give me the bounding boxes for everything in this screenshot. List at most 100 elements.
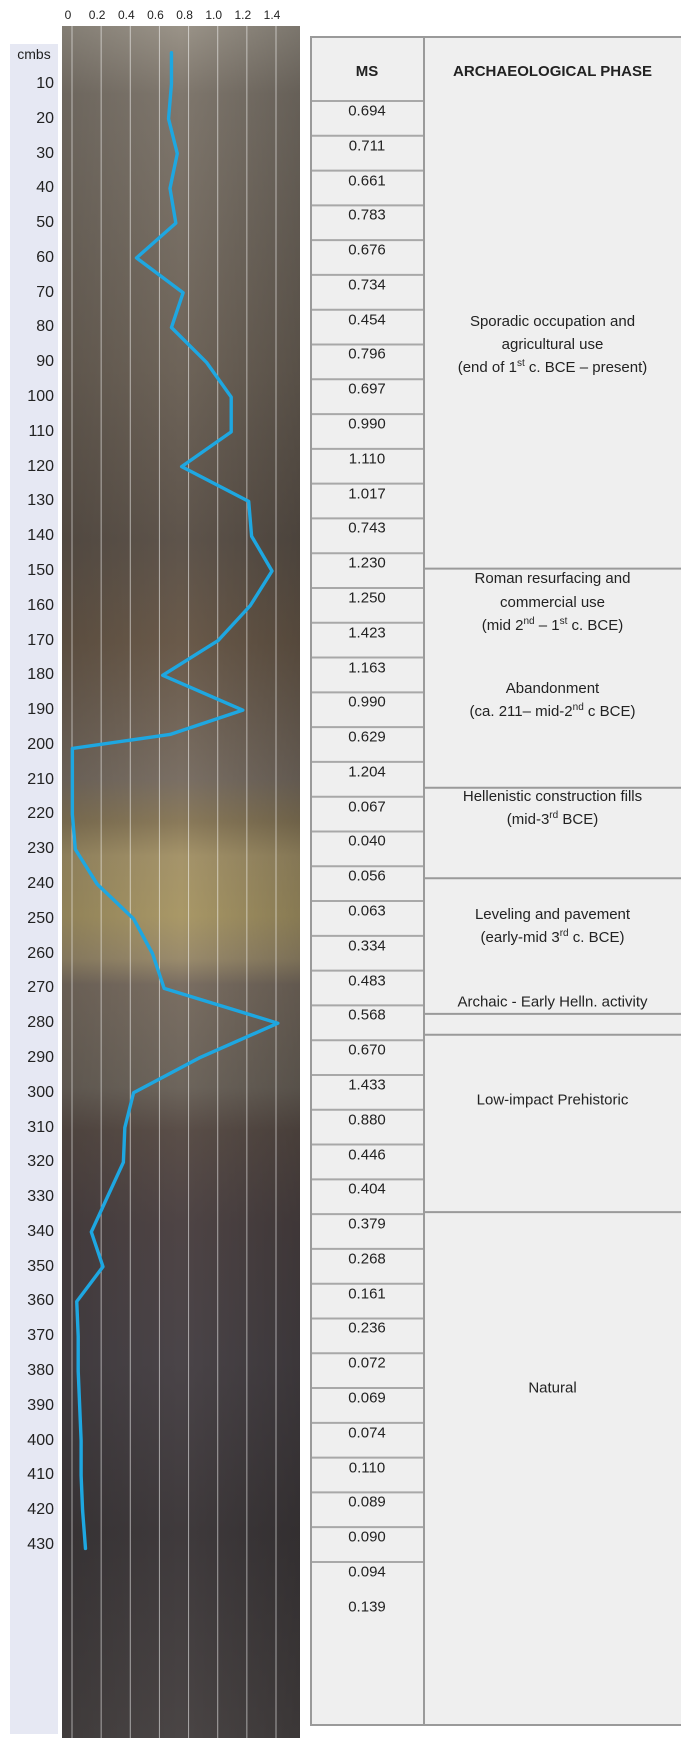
ms-value-cell: 1.017 xyxy=(348,485,386,503)
ms-value-cell: 0.629 xyxy=(348,728,386,746)
y-tick-label: 140 xyxy=(27,527,54,545)
y-tick-label: 20 xyxy=(36,109,54,127)
y-tick-label: 60 xyxy=(36,248,54,266)
x-tick-label: 0.2 xyxy=(88,8,106,22)
ms-row-lines xyxy=(310,100,424,1563)
ms-value-cell: 0.676 xyxy=(348,241,386,259)
x-tick-label: 1.2 xyxy=(234,8,252,22)
phase-label: Sporadic occupation and agricultural use(… xyxy=(457,313,648,377)
y-axis: 10 20 30 40 50 60 70 80 90 100 110 120 130 140 150 160 1… xyxy=(10,44,58,1734)
y-tick-label: 410 xyxy=(27,1466,54,1484)
y-tick-label: 240 xyxy=(27,875,54,893)
ms-value-cell: 0.404 xyxy=(348,1180,386,1198)
y-tick-label: 100 xyxy=(27,388,54,406)
y-tick-label: 130 xyxy=(27,492,54,510)
y-tick-label: 280 xyxy=(27,1014,54,1032)
y-tick-label: 150 xyxy=(27,561,54,579)
ms-value-cell: 0.110 xyxy=(348,1459,386,1477)
y-tick-label: 90 xyxy=(36,353,54,371)
y-tick-label: 190 xyxy=(27,701,54,719)
ms-value-cell: 0.379 xyxy=(348,1215,386,1233)
y-tick-label: 200 xyxy=(27,735,54,753)
ms-value-cell: 1.433 xyxy=(348,1076,386,1094)
y-tick-label: 30 xyxy=(36,144,54,162)
phase-column-header: ARCHAEOLOGICAL PHASE xyxy=(453,63,652,80)
ms-value-cell: 0.694 xyxy=(348,102,386,120)
ms-column-header: MS xyxy=(355,63,379,80)
y-tick-label: 80 xyxy=(36,318,54,336)
y-tick-label: 10 xyxy=(36,75,54,92)
y-tick-label: 310 xyxy=(27,1118,54,1136)
y-tick-label: 250 xyxy=(27,909,54,927)
y-tick-label: 350 xyxy=(27,1257,54,1275)
ms-value-cell: 0.072 xyxy=(348,1354,386,1372)
y-tick-label: 400 xyxy=(27,1431,54,1449)
y-axis-band xyxy=(10,44,58,1734)
y-axis-unit-label: cmbs xyxy=(17,46,51,62)
y-tick-label: 360 xyxy=(27,1292,54,1310)
ms-value-cell: 0.568 xyxy=(348,1006,386,1024)
ms-value-cell: 1.230 xyxy=(348,554,386,572)
ms-value-cell: 0.090 xyxy=(348,1528,386,1546)
phase-label: Leveling and pavement (early-mid 3rd c. B… xyxy=(474,905,631,946)
y-tick-label: 160 xyxy=(27,596,54,614)
ms-value-cell: 0.040 xyxy=(348,832,386,850)
x-tick-label: 1.4 xyxy=(263,8,281,22)
ms-value-cell: 0.139 xyxy=(348,1598,386,1616)
ms-value-cell: 0.063 xyxy=(348,902,386,920)
x-tick-label: 1.0 xyxy=(205,8,223,22)
ms-value-cell: 0.711 xyxy=(348,137,386,155)
ms-value-cell: 0.697 xyxy=(348,380,386,398)
y-tick-label: 40 xyxy=(36,179,54,197)
ms-value-cell: 0.067 xyxy=(348,798,386,816)
y-tick-label: 320 xyxy=(27,1153,54,1171)
y-tick-label: 330 xyxy=(27,1188,54,1206)
ms-value-cell: 0.796 xyxy=(348,345,386,363)
y-tick-label: 230 xyxy=(27,840,54,858)
ms-value-cell: 0.069 xyxy=(348,1389,386,1407)
ms-value-cell: 0.089 xyxy=(348,1493,386,1511)
y-tick-label: 370 xyxy=(27,1327,54,1345)
ms-value-cell: 0.990 xyxy=(348,693,386,711)
phase-row-lines xyxy=(424,567,681,1214)
y-tick-label: 220 xyxy=(27,805,54,823)
ms-value-cell: 1.250 xyxy=(348,589,386,607)
ms-value-cell: 0.056 xyxy=(348,867,386,885)
phase-table-grid xyxy=(310,36,681,1726)
ms-value-cell: 0.670 xyxy=(348,1041,386,1059)
ms-value-cell: 1.163 xyxy=(348,659,386,677)
x-axis-ticks: 0 0.2 0.4 0.6 0.8 1.0 1.2 1.4 xyxy=(58,6,302,26)
y-tick-label: 110 xyxy=(28,422,54,440)
ms-value-cell: 0.743 xyxy=(348,519,386,537)
ms-series-line xyxy=(70,50,280,1551)
ms-value-cell: 1.423 xyxy=(348,624,386,642)
ms-value-cell: 0.990 xyxy=(348,415,386,433)
ms-value-cell: 0.236 xyxy=(348,1319,386,1337)
ms-value-cell: 1.204 xyxy=(348,763,386,781)
ms-value-cell: 0.783 xyxy=(348,206,386,224)
y-tick-label: 170 xyxy=(27,631,54,649)
ms-value-cell: 0.734 xyxy=(348,276,386,294)
y-tick-label: 420 xyxy=(27,1501,54,1519)
ms-value-cell: 0.334 xyxy=(348,937,386,955)
ms-value-cell: 0.454 xyxy=(348,311,386,329)
vertical-gridlines xyxy=(71,26,277,1738)
phase-label: Natural xyxy=(528,1379,577,1397)
x-tick-label: 0.8 xyxy=(176,8,193,22)
phase-label: Archaic - Early Helln. activity xyxy=(457,993,648,1011)
y-tick-label: 260 xyxy=(27,944,54,962)
ms-value-cell: 0.661 xyxy=(348,172,386,190)
ms-value-cell: 0.074 xyxy=(348,1424,386,1442)
x-tick-label: 0 xyxy=(64,8,72,22)
phase-label: Roman resurfacing and commercial use (mid … xyxy=(474,570,631,634)
y-tick-label: 390 xyxy=(27,1396,54,1414)
y-tick-label: 210 xyxy=(27,770,54,788)
y-tick-label: 290 xyxy=(27,1048,54,1066)
ms-value-cell: 1.110 xyxy=(348,450,386,468)
x-tick-label: 0.4 xyxy=(117,8,135,22)
y-tick-label: 50 xyxy=(36,214,54,232)
y-tick-label: 380 xyxy=(27,1362,54,1380)
x-tick-label: 0.6 xyxy=(147,8,164,22)
ms-value-cell: 0.094 xyxy=(348,1563,386,1581)
y-tick-label: 70 xyxy=(36,283,54,301)
